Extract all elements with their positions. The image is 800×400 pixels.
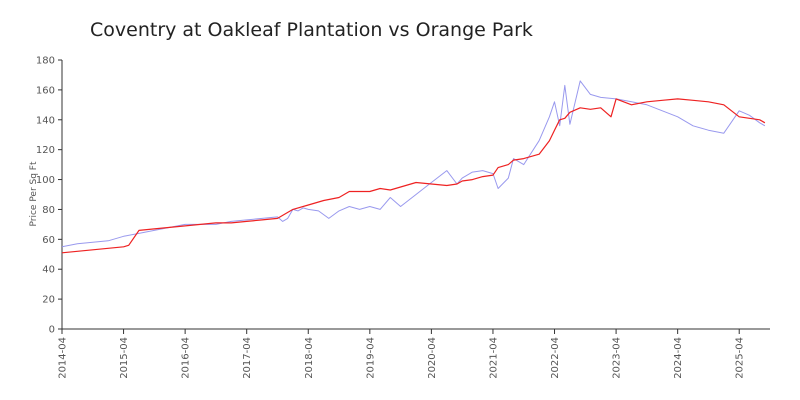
x-tick-label: 2018-04 [304,337,315,379]
x-tick-label: 2017-04 [242,337,253,379]
series-lines [61,80,766,254]
x-axis: 2014-04 2015-04 2016-04 2017-04 2018-04 2019-… [58,328,770,379]
x-tick-label: 2023-04 [612,337,623,379]
x-tick-label: 2021-04 [488,337,499,379]
y-tick-label: 140 [36,115,55,126]
y-tick-label: 0 [49,325,55,336]
series-line-1 [61,80,766,248]
x-tick-label: 2024-04 [673,337,684,379]
y-axis-label: Price Per Sq Ft [29,161,39,226]
x-tick-label: 2016-04 [181,337,192,379]
x-tick-label: 2015-04 [119,337,130,379]
y-tick-label: 40 [42,265,55,276]
x-tick-label: 2020-04 [427,337,438,379]
y-tick-label: 120 [36,145,55,156]
y-axis: 0 20 40 60 80 100 120 140 160 180 [36,56,63,336]
y-tick-label: 80 [42,205,55,216]
x-tick-label: 2019-04 [365,337,376,379]
chart-title: Coventry at Oakleaf Plantation vs Orange… [90,19,533,41]
x-tick-label: 2014-04 [58,337,69,379]
series-line-2 [61,98,766,254]
y-tick-label: 20 [42,295,55,306]
y-tick-label: 180 [36,56,55,67]
x-tick-label: 2022-04 [550,337,561,379]
y-tick-label: 100 [36,175,55,186]
y-tick-label: 160 [36,85,55,96]
x-tick-label: 2025-04 [735,337,746,379]
y-tick-label: 60 [42,235,55,246]
